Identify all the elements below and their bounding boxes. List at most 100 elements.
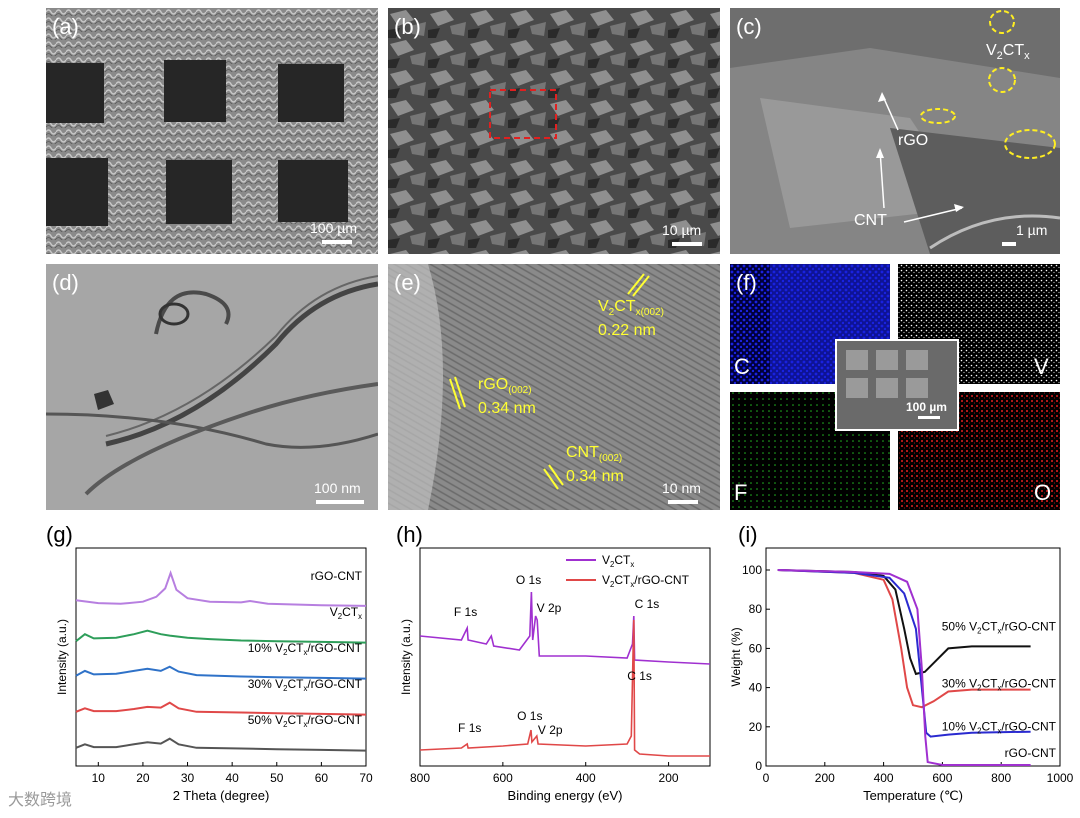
panel-e-hrtem-image: (e) V2CTx(002) 0.22 nm rGO(002) 0.34 nm … (388, 264, 720, 510)
panel-f-eds-mapping: (f) C V F O 100 µm (730, 264, 1060, 510)
series-line (777, 569, 1031, 766)
x-tick-label: 1000 (1047, 771, 1074, 785)
y-tick-label: 60 (749, 641, 763, 655)
scale-bar-label: 10 µm (662, 222, 702, 238)
scale-bar (1002, 242, 1016, 246)
series-label: rGO-CNT (1005, 746, 1057, 760)
peak-label: O 1s (517, 709, 542, 723)
peak-label: O 1s (516, 573, 541, 587)
panel-label: (e) (394, 270, 421, 295)
panel-label: (c) (736, 14, 762, 39)
eds-maps (730, 264, 1060, 510)
x-axis-label: Binding energy (eV) (508, 788, 623, 803)
x-tick-label: 40 (225, 771, 239, 785)
series-label: 10% V2CTx/rGO-CNT (248, 641, 363, 657)
legend-label: V2CTx (602, 553, 634, 569)
peak-label: F 1s (454, 605, 477, 619)
element-label-o: O (1034, 480, 1052, 505)
series-label: 30% V2CTx/rGO-CNT (942, 677, 1057, 693)
peak-label: V 2p (538, 723, 563, 737)
panel-d-tem-image: (d) 100 nm (46, 264, 378, 510)
scale-bar-label: 100 nm (314, 480, 361, 496)
y-tick-label: 20 (749, 720, 763, 734)
sem-grid-image (46, 8, 378, 254)
series-label: rGO-CNT (311, 569, 363, 583)
x-tick-label: 600 (932, 771, 952, 785)
panel-label: (f) (736, 270, 757, 295)
x-tick-label: 10 (92, 771, 106, 785)
lattice-label-cnt: CNT(002) 0.34 nm (566, 444, 624, 486)
scale-bar (316, 500, 364, 504)
sem-sheets-image (730, 8, 1060, 254)
x-tick-label: 200 (815, 771, 835, 785)
series-label: 30% V2CTx/rGO-CNT (248, 677, 363, 693)
series-line (75, 701, 367, 716)
y-axis-label: Intensity (a.u.) (55, 619, 69, 695)
plot-frame (765, 547, 1061, 767)
y-tick-label: 0 (755, 759, 762, 773)
xrd-plot: 10 20 30 40 50 60 70 2 Theta (degree) Intensity … (55, 547, 373, 803)
plot-frame (75, 547, 367, 767)
series-line (75, 737, 367, 752)
lattice-label-rgo: rGO(002) 0.34 nm (478, 376, 536, 418)
x-tick-label: 200 (659, 771, 679, 785)
x-tick-label: 600 (493, 771, 513, 785)
series-line (75, 629, 367, 644)
tga-plot: 0 200 400 600 800 1000 0 20 40 60 80 100 Temperature… (729, 547, 1074, 803)
sem-porous-image (388, 8, 720, 254)
scale-bar-label: 100 µm (310, 220, 357, 236)
panel-label: (i) (738, 522, 758, 547)
tem-nanotube-image (46, 264, 378, 510)
annotation-cnt: CNT (854, 212, 887, 229)
series-line (777, 569, 1031, 676)
panel-label: (a) (52, 14, 79, 39)
x-tick-label: 50 (270, 771, 284, 785)
watermark: 大数跨境 (8, 792, 73, 809)
annotation-v2ctx: V2CTx (986, 42, 1030, 63)
plot-frame (419, 547, 711, 767)
x-axis-label: 2 Theta (degree) (173, 788, 270, 803)
series-label: 10% V2CTx/rGO-CNT (942, 720, 1057, 736)
scale-bar (672, 242, 702, 246)
x-tick-label: 60 (315, 771, 329, 785)
scale-bar (322, 240, 352, 244)
peak-label: C 1s (627, 669, 652, 683)
chart-g-xrd: (g) 10 20 30 40 50 60 70 2 Theta (degree) Intens… (40, 520, 380, 810)
panel-label: (g) (46, 522, 73, 547)
series-line (777, 569, 1031, 738)
x-tick-label: 70 (359, 771, 373, 785)
lattice-label-v2ctx: V2CTx(002) 0.22 nm (598, 298, 664, 340)
x-tick-label: 800 (991, 771, 1011, 785)
scale-bar-label: 1 µm (1016, 222, 1048, 238)
x-axis-label: Temperature (℃) (863, 788, 963, 803)
y-tick-label: 80 (749, 602, 763, 616)
x-tick-label: 30 (181, 771, 195, 785)
series-line (419, 619, 710, 757)
panel-label: (h) (396, 522, 423, 547)
peak-label: F 1s (458, 721, 481, 735)
chart-i-tga: (i) 0 200 400 600 800 1000 0 20 40 60 80 100 Tempera… (728, 520, 1078, 810)
x-tick-label: 400 (576, 771, 596, 785)
panel-b-sem-image: (b) 10 µm (388, 8, 720, 254)
peak-label: V 2p (537, 601, 562, 615)
series-line (777, 569, 1031, 709)
scale-bar-label: 10 nm (662, 480, 701, 496)
panel-a-sem-image: (a) 100 µm (46, 8, 378, 254)
element-label-v: V (1034, 354, 1049, 379)
series-line (75, 665, 367, 680)
panel-label: (b) (394, 14, 421, 39)
series-label: 50% V2CTx/rGO-CNT (248, 713, 363, 729)
series-line (419, 591, 711, 665)
y-tick-label: 100 (742, 563, 762, 577)
legend-label: V2CTx/rGO-CNT (602, 573, 690, 589)
x-tick-label: 800 (410, 771, 430, 785)
hrtem-lattice-image (388, 264, 720, 510)
element-label-c: C (734, 354, 750, 379)
annotation-rgo: rGO (898, 132, 929, 149)
x-tick-label: 20 (136, 771, 150, 785)
y-axis-label: Intensity (a.u.) (399, 619, 413, 695)
series-line (75, 569, 367, 607)
panel-c-sem-image: (c) V2CTx rGO CNT 1 µm (730, 8, 1060, 254)
inset-scale-bar-label: 100 µm (906, 400, 947, 414)
element-label-f: F (734, 480, 748, 505)
